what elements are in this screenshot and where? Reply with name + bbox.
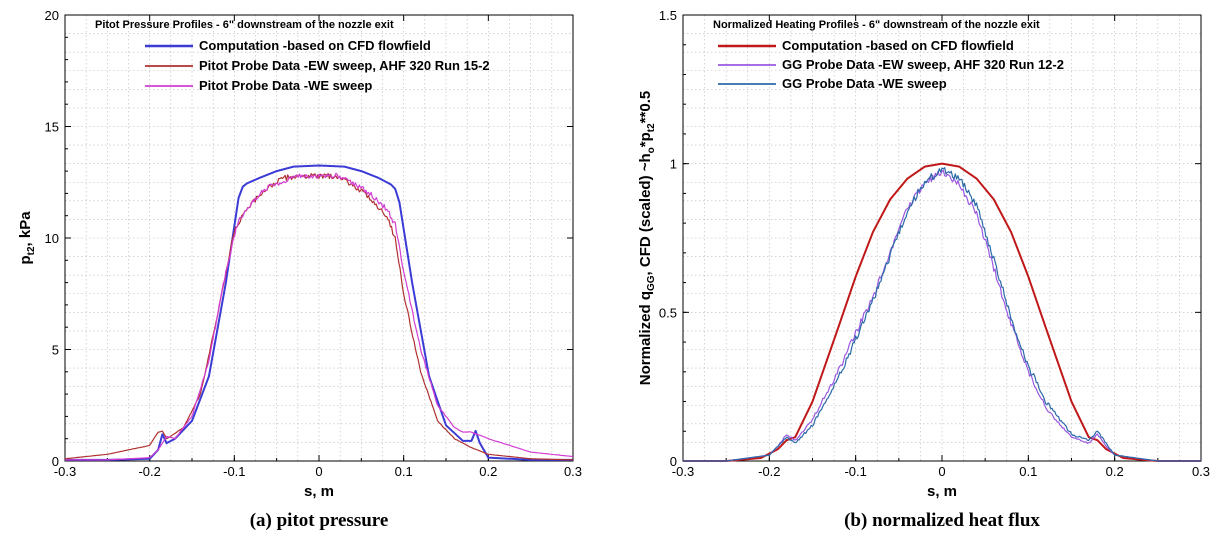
ticks-b: -0.3 -0.2 -0.1 0 0.1 0.2 0.3 0 0.5 1 1.5 (659, 8, 1210, 479)
x-tick-label: 0.3 (564, 464, 582, 479)
legend-label-b-1: Computation -based on CFD flowfield (782, 38, 1014, 53)
y-axis-label-b-mid2: *p (637, 132, 654, 147)
chart-pitot-pressure: -0.3 -0.2 -0.1 0 0.1 0.2 0.3 0 5 10 15 20 Pitot Pre… (17, 8, 582, 531)
y-axis-label-b-rest: **0.5 (637, 91, 654, 124)
grid-a (65, 15, 573, 461)
y-axis-label-a-rest: , kPa (17, 211, 34, 247)
x-tick-label: -0.3 (672, 464, 694, 479)
y-axis-label-b-sub3: t2 (646, 123, 657, 132)
x-tick-label: -0.1 (844, 464, 866, 479)
x-tick-label: 0.1 (1019, 464, 1037, 479)
chart-title-b: Normalized Heating Profiles - 6" downstr… (713, 19, 1040, 31)
y-tick-label: 15 (45, 120, 59, 135)
y-axis-label-a: pt2, kPa (17, 211, 37, 265)
x-tick-label: 0.1 (395, 464, 413, 479)
x-axis-label-a: s, m (304, 483, 334, 500)
y-tick-label: 10 (45, 231, 59, 246)
legend-label-a-2: Pitot Probe Data -EW sweep, AHF 320 Run … (199, 58, 490, 73)
series-line-a-3 (64, 172, 574, 461)
x-tick-label: 0 (938, 464, 945, 479)
y-tick-label: 1 (670, 157, 677, 172)
y-axis-label-a-base: p (17, 255, 34, 264)
x-tick-label: -0.2 (138, 464, 160, 479)
y-tick-label: 0.5 (659, 305, 677, 320)
y-axis-label-b: Normalized qGG, CFD (scaled) ~ho*pt2**0.… (637, 91, 657, 385)
ticks-a: -0.3 -0.2 -0.1 0 0.1 0.2 0.3 0 5 10 15 20 (45, 8, 583, 479)
y-tick-label: 1.5 (659, 8, 677, 23)
series-line-a-2 (64, 172, 574, 461)
y-tick-label: 0 (670, 454, 677, 469)
x-axis-label-b: s, m (927, 483, 957, 500)
x-tick-label: 0 (315, 464, 322, 479)
x-tick-label: 0.2 (1106, 464, 1124, 479)
y-axis-label-b-base: Normalized q (637, 291, 654, 385)
series-line-b-3 (683, 167, 1201, 462)
legend-a: Computation -based on CFD flowfield Pitot… (145, 38, 490, 93)
y-tick-label: 20 (45, 8, 59, 23)
chart-heating-profiles: -0.3 -0.2 -0.1 0 0.1 0.2 0.3 0 0.5 1 1.5 Normalize… (637, 8, 1210, 531)
legend-label-b-3: GG Probe Data -WE sweep (782, 76, 947, 91)
legend-label-b-2: GG Probe Data -EW sweep, AHF 320 Run 12-… (782, 57, 1064, 72)
x-tick-label: -0.2 (758, 464, 780, 479)
x-tick-label: 0.3 (1192, 464, 1210, 479)
legend-label-a-3: Pitot Probe Data -WE sweep (199, 78, 372, 93)
x-tick-label: 0.2 (479, 464, 497, 479)
plot-area-b (683, 15, 1201, 461)
series-line-a-1 (65, 164, 573, 461)
y-axis-label-b-sub1: GG (646, 275, 657, 291)
x-tick-label: -0.3 (54, 464, 76, 479)
legend-b: Computation -based on CFD flowfield GG Pr… (718, 38, 1064, 91)
y-tick-label: 5 (52, 343, 59, 358)
y-axis-label-b-sub2: o (646, 147, 657, 153)
caption-a: (a) pitot pressure (250, 510, 389, 531)
series-group-a (64, 164, 574, 461)
legend-label-a-1: Computation -based on CFD flowfield (199, 38, 431, 53)
y-axis-label-b-mid: , CFD (scaled) ~h (637, 153, 654, 275)
series-group-b (683, 162, 1201, 462)
x-tick-label: -0.1 (223, 464, 245, 479)
caption-b: (b) normalized heat flux (844, 510, 1040, 531)
chart-title-a: Pitot Pressure Profiles - 6" downstream … (95, 19, 394, 31)
y-tick-label: 0 (52, 454, 59, 469)
y-axis-label-a-sub: t2 (26, 246, 37, 255)
